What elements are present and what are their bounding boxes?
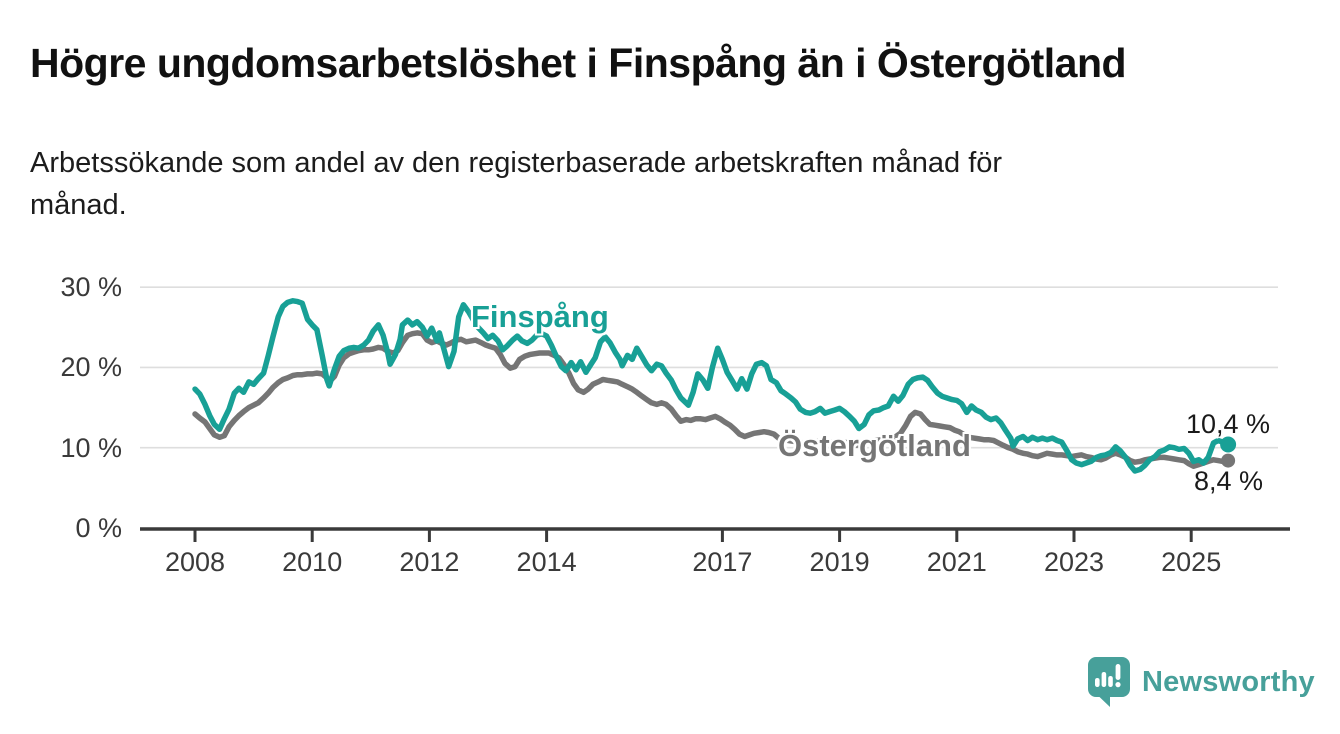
- series-line-finspang: [192, 298, 1231, 474]
- y-tick-label: 20 %: [60, 352, 122, 383]
- y-tick-label: 30 %: [60, 272, 122, 303]
- x-tick-label: 2025: [1161, 547, 1222, 577]
- series-label-ostergotland: Östergötland: [778, 428, 971, 463]
- chart-subtitle: Arbetssökande som andel av den registerb…: [30, 142, 1250, 226]
- logo-wordmark: Newsworthy: [1142, 665, 1315, 698]
- chart-title: Högre ungdomsarbetslöshet i Finspång än …: [30, 40, 1127, 86]
- x-tick-label: 2023: [1043, 547, 1105, 577]
- x-tick-label: 2019: [809, 547, 870, 577]
- x-tick-label: 2021: [926, 547, 987, 577]
- chart-subtitle-line-2: månad.: [30, 189, 127, 221]
- x-tick-label: 2010: [282, 547, 343, 577]
- end-value-label-finspang: 10,4 %: [1186, 409, 1271, 439]
- y-tick-label: 0 %: [75, 513, 122, 543]
- series-end-dot-ostergotland: [1221, 453, 1236, 468]
- x-tick-label: 2017: [692, 547, 753, 577]
- series-label-finspang: Finspång: [471, 299, 609, 334]
- series-end-dot-finspang: [1220, 436, 1237, 453]
- x-tick-label: 2008: [164, 547, 226, 577]
- chart-subtitle-line-1: Arbetssökande som andel av den registerb…: [30, 147, 1003, 179]
- x-tick-label: 2012: [399, 547, 460, 577]
- end-value-label-ostergotland: 8,4 %: [1194, 466, 1264, 496]
- newsworthy-logo: Newsworthy: [1086, 655, 1315, 709]
- y-tick-label: 10 %: [60, 432, 122, 463]
- x-tick-label: 2014: [516, 547, 577, 577]
- series-line-ostergotland: [192, 330, 1231, 469]
- logo-bubble-icon: [1088, 657, 1130, 707]
